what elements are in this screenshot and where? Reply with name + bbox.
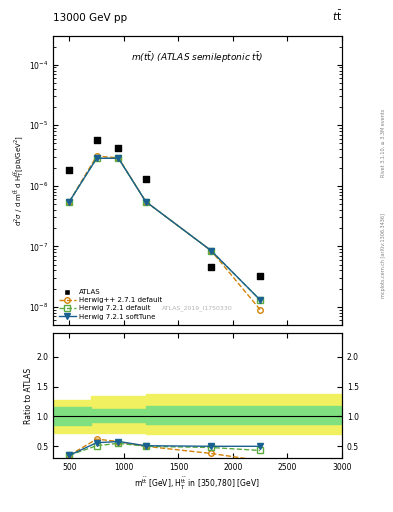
Herwig++ 2.7.1 default	[67, 199, 72, 205]
Text: t$\bar{\rm t}$: t$\bar{\rm t}$	[332, 9, 342, 23]
Text: Rivet 3.1.10, ≥ 3.3M events: Rivet 3.1.10, ≥ 3.3M events	[381, 109, 386, 178]
Herwig++ 2.7.1 default	[143, 199, 148, 205]
ATLAS	[94, 136, 100, 144]
Herwig 7.2.1 softTune	[143, 199, 148, 205]
Herwig 7.2.1 softTune	[209, 248, 213, 254]
Herwig 7.2.1 default	[94, 155, 99, 161]
Legend: ATLAS, Herwig++ 2.7.1 default, Herwig 7.2.1 default, Herwig 7.2.1 softTune: ATLAS, Herwig++ 2.7.1 default, Herwig 7.…	[57, 287, 164, 322]
Text: mcplots.cern.ch [arXiv:1306.3436]: mcplots.cern.ch [arXiv:1306.3436]	[381, 214, 386, 298]
Herwig++ 2.7.1 default	[94, 153, 99, 159]
Text: m(t$\bar{\rm t}$) (ATLAS semileptonic t$\bar{\rm t}$): m(t$\bar{\rm t}$) (ATLAS semileptonic t$…	[131, 50, 264, 65]
ATLAS	[66, 166, 73, 175]
Line: Herwig 7.2.1 default: Herwig 7.2.1 default	[67, 156, 263, 303]
Text: ATLAS_2019_I1750330: ATLAS_2019_I1750330	[162, 305, 233, 311]
ATLAS	[115, 144, 121, 152]
Herwig 7.2.1 default	[67, 199, 72, 205]
Herwig++ 2.7.1 default	[209, 248, 213, 254]
ATLAS	[208, 263, 214, 271]
Herwig 7.2.1 softTune	[94, 155, 99, 161]
Text: 13000 GeV pp: 13000 GeV pp	[53, 13, 127, 23]
Herwig 7.2.1 softTune	[67, 199, 72, 205]
Herwig++ 2.7.1 default	[258, 307, 263, 313]
Line: Herwig 7.2.1 softTune: Herwig 7.2.1 softTune	[67, 156, 263, 303]
ATLAS	[257, 272, 263, 281]
X-axis label: m$^{\bar{\rm t}\bar{\rm t}}$ [GeV], H$_{\rm T}^{\bar{\rm t}\bar{\rm t}}$ in [350: m$^{\bar{\rm t}\bar{\rm t}}$ [GeV], H$_{…	[134, 476, 261, 493]
Herwig 7.2.1 softTune	[258, 297, 263, 303]
Line: Herwig++ 2.7.1 default: Herwig++ 2.7.1 default	[67, 153, 263, 312]
Herwig 7.2.1 default	[258, 297, 263, 303]
ATLAS	[143, 175, 149, 183]
Herwig++ 2.7.1 default	[116, 155, 121, 161]
Herwig 7.2.1 default	[116, 155, 121, 161]
Herwig 7.2.1 default	[209, 248, 213, 254]
Y-axis label: d$^2\sigma$ / d m$^{\bar{\rm t}\bar{\rm t}}$ d H$_{\rm T}^{\bar{\rm t}\bar{\rm t: d$^2\sigma$ / d m$^{\bar{\rm t}\bar{\rm …	[13, 135, 26, 226]
Herwig 7.2.1 softTune	[116, 155, 121, 161]
Herwig 7.2.1 default	[143, 199, 148, 205]
Y-axis label: Ratio to ATLAS: Ratio to ATLAS	[24, 368, 33, 423]
